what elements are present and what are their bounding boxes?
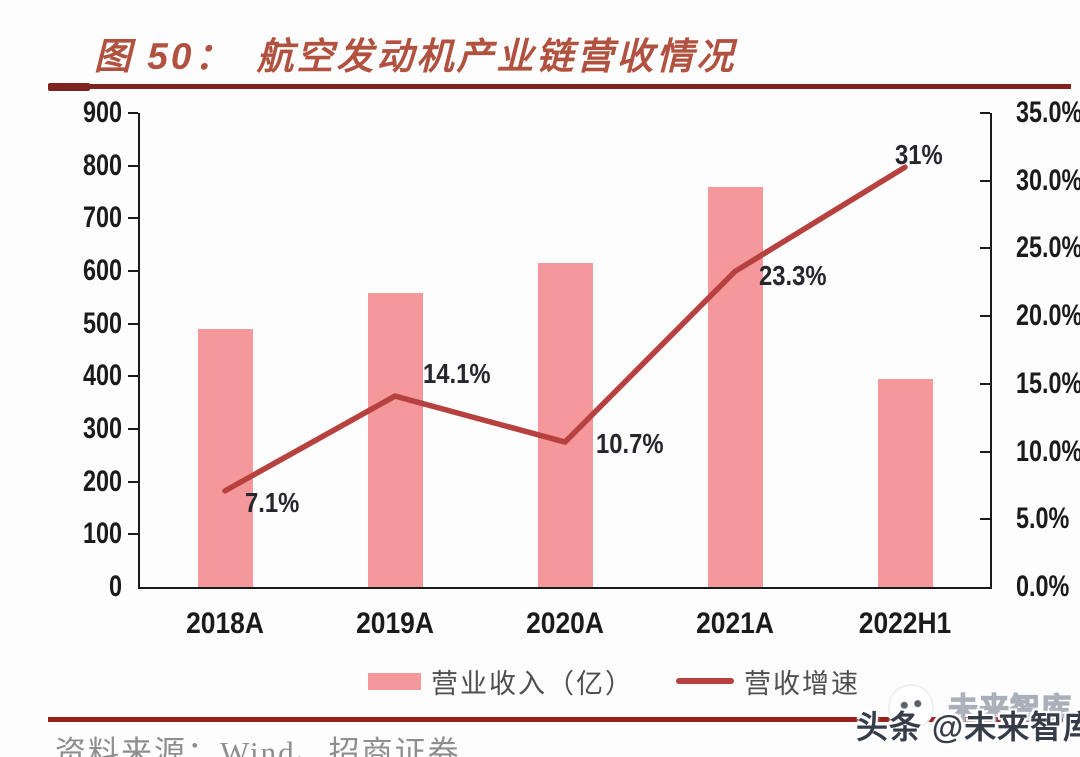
chart-legend: 营业收入（亿） 营收增速 [368,662,860,701]
y-axis-tick-label-left: 900 [82,96,122,129]
x-axis-label-2021A: 2021A [696,607,774,640]
line-value-label-2020A: 10.7% [596,428,664,460]
bar-2022H1 [877,379,933,587]
y-axis-tick-label-left: 200 [82,464,122,498]
legend-item-growth: 营收增速 [676,662,860,701]
y-axis-tick-label-right: 5.0% [1016,502,1070,536]
line-value-label-2018A: 7.1% [245,486,300,518]
bar-2020A [537,262,593,587]
title-divider [48,84,1071,89]
figure-title-text: 航空发动机产业链营收情况 [256,36,737,77]
y-axis-tick-right [980,382,990,385]
x-axis-label-2019A: 2019A [356,607,434,640]
y-axis-tick-right [980,450,990,453]
y-axis-tick-label-right: 15.0% [1016,366,1080,400]
y-axis-tick-label-left: 400 [82,359,122,393]
y-axis-tick-label-right: 20.0% [1016,299,1080,333]
y-axis-tick-label-right: 0.0% [1016,570,1070,603]
figure-title: 图 50： 航空发动机产业链营收情况 [94,26,736,78]
y-axis-tick-left [128,480,138,483]
y-axis-tick-label-left: 0 [108,570,122,603]
figure-number-label: 图 50： [94,36,235,77]
title-divider-cap [48,83,90,91]
y-axis-tick-label-left: 300 [82,412,122,445]
source-note: 资料来源：Wind、招商证券 [55,735,461,757]
bar-2018A [197,328,253,587]
y-axis-tick-right [980,112,990,114]
x-axis-label-2018A: 2018A [186,607,264,640]
legend-bar-swatch [368,672,421,690]
bar-2021A [707,186,763,587]
watermark-main-text: 头条 @未来智库 [856,709,1080,745]
y-axis-tick-left [128,428,138,430]
y-axis-tick-left [128,375,138,378]
y-axis-tick-left [128,270,138,272]
y-axis-tick-left [128,217,138,220]
y-axis-tick-label-left: 500 [82,306,122,340]
y-axis-tick-left [128,533,138,536]
legend-label-revenue: 营业收入（亿） [431,668,634,699]
watermark: 未来智库 头条 @未来智库 [830,680,1080,757]
y-axis-tick-left [128,164,138,167]
watermark-ghost-text: 未来智库 [947,692,1072,726]
legend-line-swatch [676,678,734,684]
bottom-divider [48,717,1063,722]
y-axis-tick-right [980,247,990,250]
line-value-label-2021A: 23.3% [759,260,827,292]
line-value-label-2019A: 14.1% [423,358,491,390]
y-axis-left-line [138,113,140,589]
y-axis-tick-right [980,518,990,521]
y-axis-tick-label-right: 25.0% [1016,231,1080,265]
y-axis-tick-label-left: 100 [82,517,122,551]
y-axis-tick-label-left: 600 [82,254,122,287]
y-axis-tick-left [128,112,138,114]
x-axis-label-2022H1: 2022H1 [858,607,952,640]
y-axis-tick-left [128,322,138,325]
y-axis-right-line [990,113,992,589]
y-axis-tick-right [980,179,990,182]
y-axis-tick-label-right: 35.0% [1016,96,1080,129]
line-value-label-2022H1: 31% [895,139,943,171]
legend-item-revenue: 营业收入（亿） [368,662,634,701]
x-axis-line [138,587,992,589]
y-axis-tick-right [980,315,990,318]
y-axis-tick-label-right: 10.0% [1016,434,1080,468]
bar-2019A [367,293,423,587]
x-axis-label-2020A: 2020A [526,607,604,640]
y-axis-tick-label-left: 700 [82,201,122,235]
legend-label-growth: 营收增速 [744,668,860,699]
y-axis-tick-label-left: 800 [82,148,122,182]
y-axis-tick-label-right: 30.0% [1016,163,1080,197]
watermark-logo-icon [890,686,932,728]
